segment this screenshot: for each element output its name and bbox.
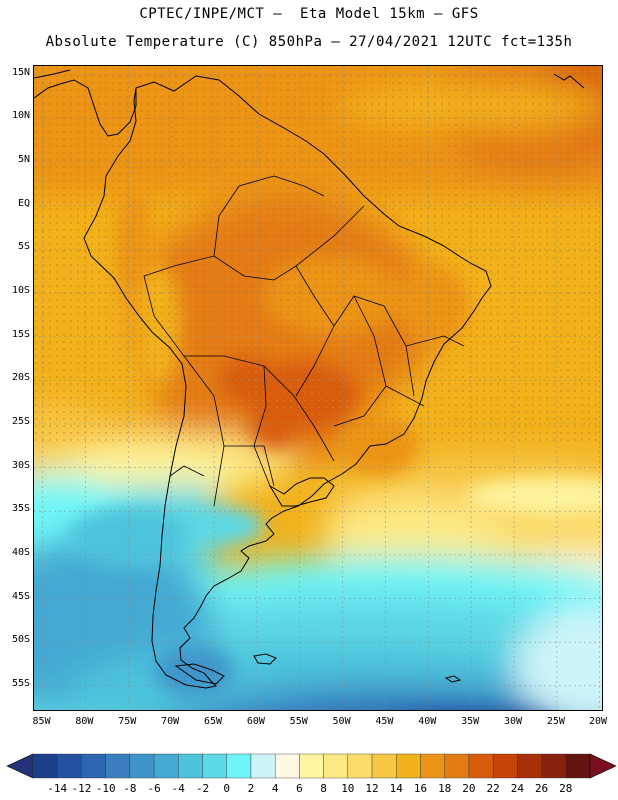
colorbar-swatch bbox=[202, 753, 227, 779]
temperature-map bbox=[34, 66, 602, 710]
colorbar-swatch bbox=[178, 753, 203, 779]
lon-label: 20W bbox=[588, 716, 608, 727]
colorbar-swatch bbox=[347, 753, 373, 779]
lat-label: 35S bbox=[11, 503, 30, 515]
lon-label: 75W bbox=[118, 716, 137, 727]
colorbar-tick-label: 0 bbox=[223, 782, 231, 795]
lat-label: 25S bbox=[11, 415, 30, 427]
lat-label: 50S bbox=[11, 634, 30, 646]
lon-label: 65W bbox=[203, 716, 223, 727]
lon-label: 40W bbox=[418, 716, 437, 727]
colorbar-tick-label: 24 bbox=[510, 782, 524, 795]
title-line-2: Absolute Temperature (C) 850hPa – 27/04/… bbox=[45, 34, 573, 50]
lon-label: 30W bbox=[503, 716, 523, 727]
field-texture bbox=[34, 66, 602, 446]
colorbar-tick-label: 18 bbox=[438, 782, 452, 795]
colorbar-tick-label: -6 bbox=[147, 782, 161, 795]
colorbar-tick-label: 22 bbox=[486, 782, 500, 795]
colorbar-swatch bbox=[274, 753, 300, 779]
lat-label: 15N bbox=[11, 66, 30, 78]
colorbar-tick-label: -8 bbox=[123, 782, 137, 795]
lat-label: 5S bbox=[17, 241, 30, 253]
lon-label: 55W bbox=[289, 716, 308, 727]
lon-label: 35W bbox=[461, 716, 480, 727]
colorbar-tick-label: 26 bbox=[534, 782, 549, 795]
colorbar-over-arrow bbox=[589, 753, 617, 779]
lat-label: 40S bbox=[11, 546, 30, 558]
colorbar-tick-label: 10 bbox=[341, 782, 355, 795]
colorbar-tick-label: 4 bbox=[271, 782, 279, 795]
colorbar-swatch bbox=[57, 753, 82, 779]
country-borders bbox=[143, 175, 465, 507]
colorbar-tick-label: -2 bbox=[195, 782, 210, 795]
lat-label: 5N bbox=[17, 154, 30, 166]
lon-label: 45W bbox=[375, 716, 394, 727]
colorbar-swatch bbox=[444, 753, 470, 779]
colorbar-under-arrow bbox=[6, 753, 34, 779]
lon-label: 80W bbox=[75, 716, 94, 727]
lat-label: 15S bbox=[11, 328, 30, 340]
colorbar-tick-label: -14 bbox=[47, 782, 68, 795]
colorbar-swatch bbox=[517, 753, 542, 779]
colorbar-tick-label: 12 bbox=[365, 782, 379, 795]
lat-label: 45S bbox=[11, 590, 30, 602]
colorbar bbox=[6, 753, 617, 779]
colorbar-tick-label: 6 bbox=[296, 782, 303, 795]
colorbar-swatch bbox=[250, 753, 276, 779]
colorbar-tick-label: 2 bbox=[247, 782, 255, 795]
lon-label: 50W bbox=[332, 716, 351, 727]
colorbar-tick-label: 14 bbox=[389, 782, 403, 795]
colorbar-swatch bbox=[492, 753, 518, 779]
lat-label: 30S bbox=[11, 459, 30, 471]
lon-label: 85W bbox=[32, 716, 51, 727]
lat-label: 20S bbox=[11, 372, 30, 384]
lat-label: 10S bbox=[11, 284, 30, 296]
colorbar-swatch bbox=[468, 753, 494, 779]
colorbar-swatch bbox=[32, 753, 58, 779]
title-line-1: CPTEC/INPE/MCT – Eta Model 15km – GFS bbox=[139, 6, 479, 22]
colorbar-tick-label: -4 bbox=[171, 782, 185, 795]
colorbar-swatch bbox=[299, 753, 324, 779]
lon-label: 25W bbox=[546, 716, 565, 727]
colorbar-tick-label: 20 bbox=[462, 782, 476, 795]
lon-label: 70W bbox=[161, 716, 180, 727]
colorbar-tick-label: 16 bbox=[413, 782, 428, 795]
lat-label: 10N bbox=[11, 110, 30, 122]
colorbar-swatch bbox=[105, 753, 131, 779]
colorbar-tick-label: -12 bbox=[71, 782, 92, 795]
colorbar-swatch bbox=[420, 753, 445, 779]
colorbar-swatch bbox=[323, 753, 349, 779]
colorbar-swatch bbox=[129, 753, 155, 779]
map-panel[interactable] bbox=[33, 65, 603, 711]
lat-label: EQ bbox=[17, 197, 30, 209]
colorbar-swatch bbox=[153, 753, 179, 779]
lat-lon-grid bbox=[34, 66, 602, 710]
colorbar-swatch bbox=[226, 753, 252, 779]
colorbar-swatch bbox=[371, 753, 397, 779]
colorbar-swatch bbox=[81, 753, 106, 779]
colorbar-swatch bbox=[565, 753, 591, 779]
colorbar-tick-label: 8 bbox=[320, 782, 327, 795]
coastlines bbox=[34, 69, 585, 689]
colorbar-swatch bbox=[541, 753, 566, 779]
lon-label: 60W bbox=[246, 716, 265, 727]
colorbar-tick-label: -10 bbox=[95, 782, 116, 795]
colorbar-swatch bbox=[396, 753, 421, 779]
lat-label: 55S bbox=[11, 677, 30, 689]
colorbar-tick-label: 28 bbox=[559, 782, 573, 795]
